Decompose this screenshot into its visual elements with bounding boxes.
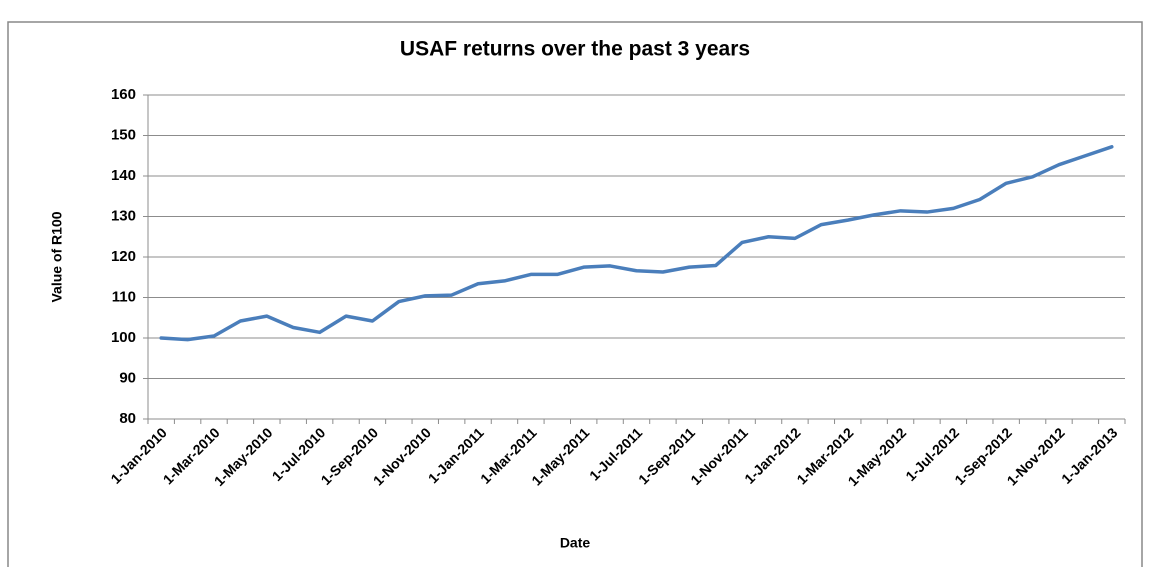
x-axis-label: Date — [560, 535, 591, 551]
y-tick-label: 130 — [111, 207, 136, 224]
y-tick-label: 110 — [112, 288, 136, 305]
chart-title: USAF returns over the past 3 years — [400, 38, 750, 61]
y-axis-label: Value of R100 — [49, 211, 65, 302]
y-tick-label: 160 — [111, 86, 136, 103]
y-tick-label: 120 — [111, 248, 136, 265]
y-tick-label: 100 — [111, 329, 136, 346]
y-tick-label: 150 — [111, 126, 136, 143]
data-line — [159, 145, 1114, 342]
y-tick-label: 90 — [119, 369, 136, 386]
chart-frame — [7, 21, 1143, 567]
y-tick-label: 140 — [111, 167, 136, 184]
y-tick-label: 80 — [119, 410, 136, 427]
